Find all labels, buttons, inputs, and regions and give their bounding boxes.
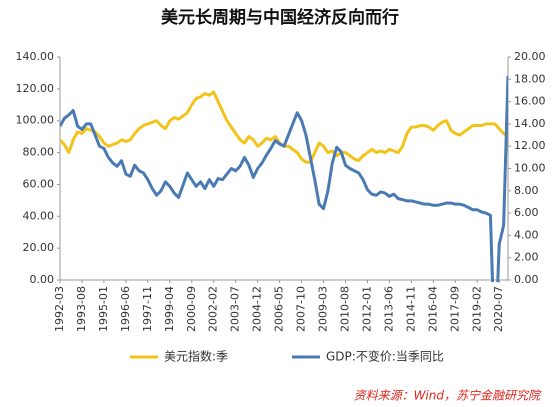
y2-tick-label: 8.00 (514, 184, 539, 197)
x-tick-label: 2016-04 (426, 286, 439, 332)
x-tick-label: 2019-02 (470, 286, 483, 332)
x-tick-label: 2004-12 (251, 286, 264, 332)
y-tick-label: 80.00 (23, 146, 55, 159)
x-tick-label: 2010-08 (338, 286, 351, 332)
y2-tick-label: 10.00 (514, 162, 546, 175)
y-tick-label: 140.00 (16, 50, 55, 63)
x-tick-label: 1996-06 (119, 286, 132, 332)
y2-tick-label: 14.00 (514, 117, 546, 130)
y2-tick-label: 6.00 (514, 206, 539, 219)
legend-label: 美元指数:季 (164, 349, 228, 364)
x-tick-label: 2009-03 (317, 286, 330, 332)
series-line (60, 90, 508, 164)
x-tick-label: 1993-08 (75, 286, 88, 332)
x-tick-label: 1997-11 (141, 286, 154, 332)
y-tick-label: 0.00 (30, 273, 55, 286)
plot-area (60, 75, 508, 282)
x-tick-label: 2007-10 (295, 286, 308, 332)
y2-tick-label: 20.00 (514, 50, 546, 63)
x-tick-label: 1999-04 (163, 286, 176, 332)
y-tick-label: 100.00 (16, 114, 55, 127)
x-tick-label: 2017-09 (448, 286, 461, 332)
y-tick-label: 60.00 (23, 177, 55, 190)
source-note: 资料来源：Wind，苏宁金融研究院 (354, 389, 542, 403)
y-tick-label: 40.00 (23, 209, 55, 222)
x-tick-label: 2012-01 (360, 286, 373, 332)
y2-tick-label: 16.00 (514, 95, 546, 108)
y2-tick-label: 18.00 (514, 72, 546, 85)
chart-title: 美元长周期与中国经济反向而行 (161, 7, 399, 28)
x-tick-label: 2013-06 (382, 286, 395, 332)
series-line (60, 75, 508, 282)
x-tick-label: 1995-01 (97, 286, 110, 332)
legend-label: GDP:不变价:当季同比 (326, 349, 444, 364)
x-tick-label: 2014-11 (404, 286, 417, 332)
y2-tick-label: 4.00 (514, 228, 539, 241)
y-tick-label: 120.00 (16, 82, 55, 95)
x-tick-label: 2006-05 (273, 286, 286, 332)
x-tick-label: 1992-03 (53, 286, 66, 332)
x-tick-label: 2003-07 (229, 286, 242, 332)
x-tick-label: 2000-09 (185, 286, 198, 332)
x-tick-label: 2020-07 (492, 286, 505, 332)
y2-tick-label: 2.00 (514, 251, 539, 264)
y2-tick-label: 0.00 (514, 273, 539, 286)
x-tick-label: 2002-02 (207, 286, 220, 332)
y-tick-label: 20.00 (23, 241, 55, 254)
y2-tick-label: 12.00 (514, 139, 546, 152)
